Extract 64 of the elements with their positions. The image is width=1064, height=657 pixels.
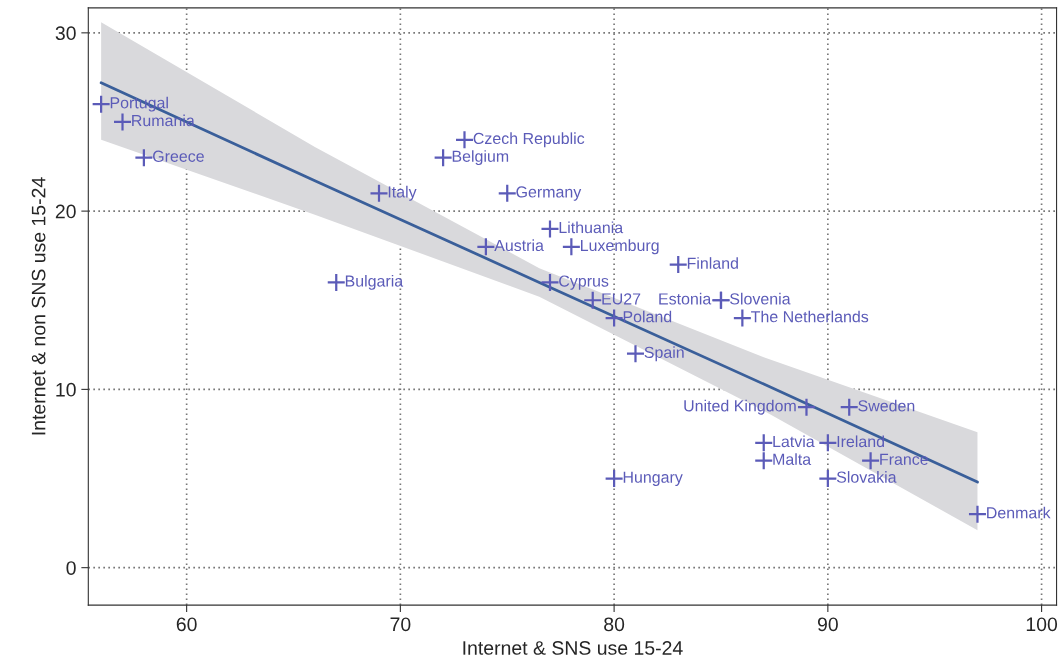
- point: [583, 290, 603, 310]
- annotation: Estonia: [659, 292, 712, 305]
- annotation: Germany: [516, 186, 582, 201]
- y-tick-label: 0: [66, 561, 76, 575]
- annotation: Sweden: [858, 399, 915, 412]
- point: [540, 219, 560, 239]
- y-axis-title: Internet & non SNS use 15-24: [31, 177, 46, 435]
- x-tick-label: 80: [604, 617, 625, 632]
- point: [604, 468, 624, 489]
- point: [796, 397, 817, 417]
- annotation: Hungary: [623, 471, 683, 486]
- point: [860, 451, 881, 471]
- annotation: Ireland: [837, 435, 884, 448]
- point: [754, 433, 774, 453]
- annotation: United Kingdom: [684, 399, 796, 415]
- point: [476, 237, 496, 257]
- annotation: Slovenia: [730, 292, 791, 305]
- point: [91, 94, 111, 114]
- point: [497, 183, 517, 203]
- annotation: Lithuania: [559, 221, 624, 234]
- point: [112, 112, 133, 132]
- point: [433, 148, 453, 168]
- point: [754, 451, 774, 471]
- point: [454, 130, 475, 150]
- x-tick-label: 90: [817, 617, 838, 632]
- y-tick-label: 10: [56, 382, 76, 397]
- annotation: EU27: [602, 293, 641, 305]
- annotation: Slovakia: [836, 471, 897, 483]
- point: [326, 272, 346, 293]
- point: [668, 254, 688, 275]
- y-tick-label: 30: [55, 26, 76, 41]
- point: [134, 148, 154, 168]
- point: [561, 237, 581, 257]
- point: [967, 504, 988, 524]
- point: [818, 433, 838, 453]
- annotation: Greece: [153, 150, 204, 162]
- annotation: Poland: [623, 310, 672, 323]
- point: [818, 468, 838, 489]
- annotation: France: [880, 453, 928, 465]
- x-axis-title: Internet & SNS use 15-24: [463, 641, 683, 655]
- x-tick-label: 100: [1026, 617, 1058, 632]
- annotation: Spain: [644, 346, 684, 362]
- annotation: Austria: [494, 239, 544, 252]
- annotation: Malta: [773, 453, 812, 465]
- annotation: Belgium: [452, 150, 509, 166]
- annotation: Latvia: [773, 435, 815, 448]
- annotation: Bulgaria: [345, 274, 404, 290]
- x-tick-label: 70: [390, 617, 411, 632]
- annotation: Cyprus: [559, 275, 609, 290]
- y-tick-label: 20: [55, 204, 76, 219]
- point: [604, 308, 624, 328]
- point: [540, 272, 560, 293]
- annotation: Italy: [388, 185, 417, 201]
- point: [625, 344, 646, 364]
- x-tick-label: 60: [176, 617, 197, 632]
- annotation: Finland: [687, 257, 738, 269]
- annotation: Czech Republic: [473, 132, 585, 148]
- annotation: Denmark: [987, 506, 1051, 519]
- point: [839, 397, 859, 417]
- line-series: [99, 81, 979, 484]
- point: [369, 183, 389, 203]
- annotation: The Netherlands: [751, 310, 869, 323]
- annotation: Luxemburg: [581, 239, 659, 255]
- point: [732, 308, 752, 328]
